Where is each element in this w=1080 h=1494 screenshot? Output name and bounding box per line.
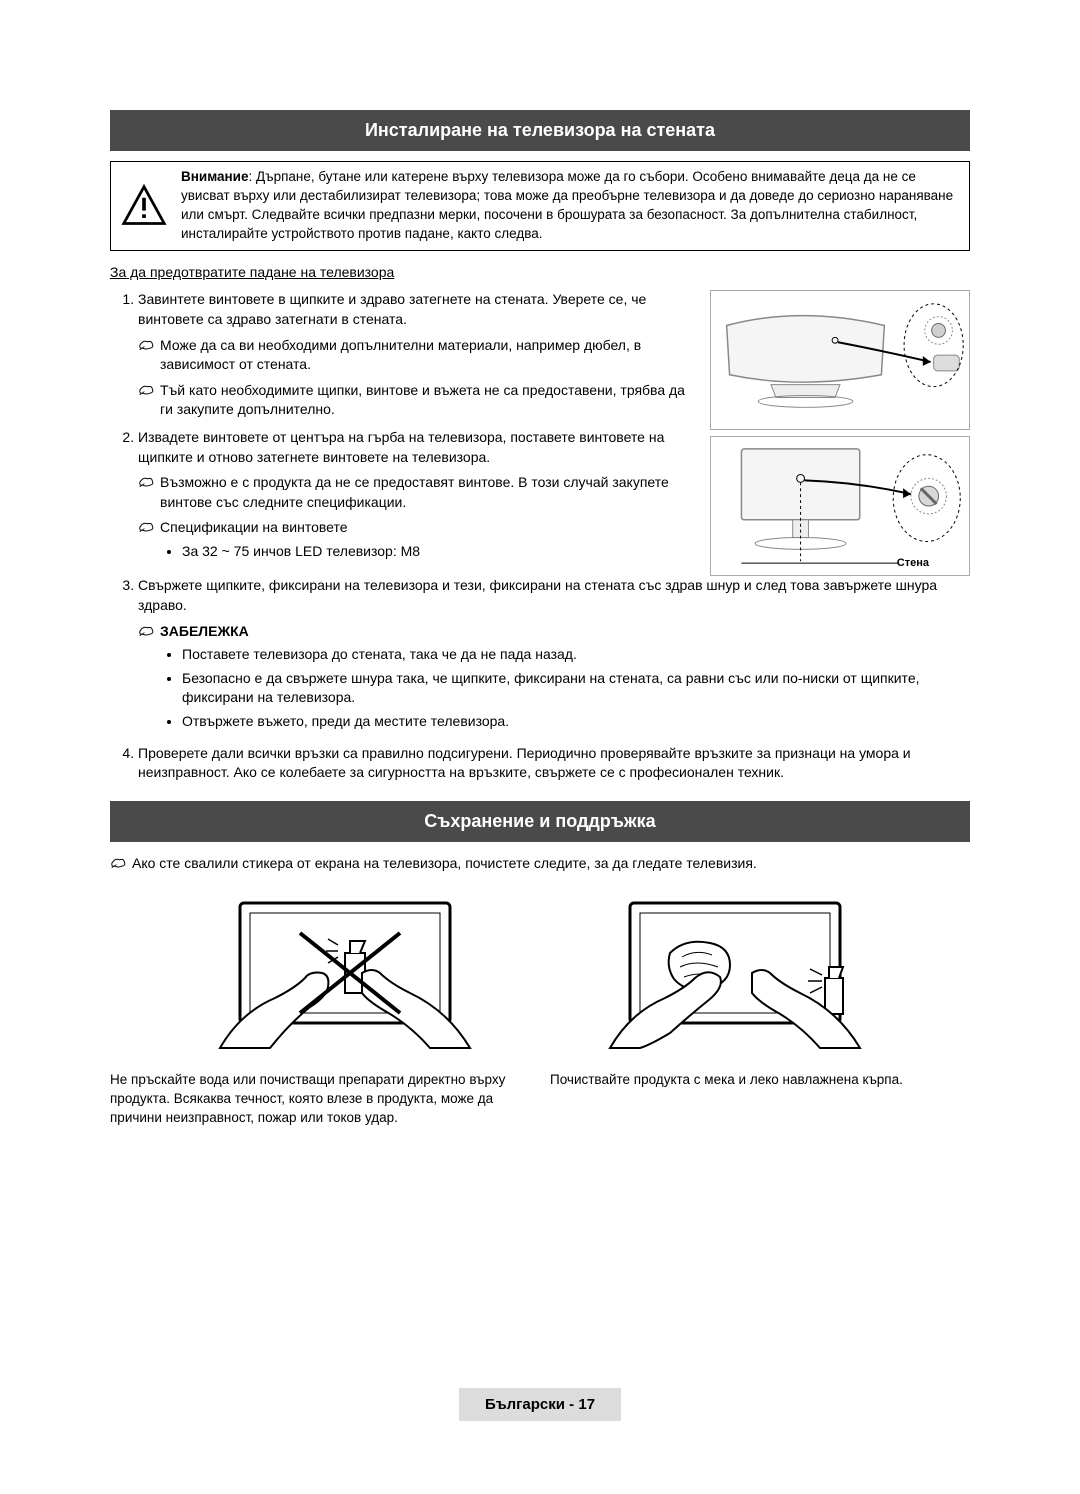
step-2-note-a-text: Възможно е с продукта да не се предостав… [160, 473, 692, 512]
captions-row: Не пръскайте вода или почистващи препара… [110, 1071, 970, 1128]
note-icon [138, 338, 154, 352]
wall-label: Стена [897, 556, 929, 571]
step-2-note-b-text: Спецификации на винтовете За 32 ~ 75 инч… [160, 518, 692, 565]
caution-body: : Дърпане, бутане или катерене върху тел… [181, 169, 953, 241]
step-2-note-b: Спецификации на винтовете За 32 ~ 75 инч… [138, 518, 692, 565]
step-2-bullet-1: За 32 ~ 75 инчов LED телевизор: M8 [182, 542, 692, 562]
note-icon [110, 856, 126, 870]
step-1-note-a-text: Може да са ви необходими допълнителни ма… [160, 336, 692, 375]
step-3-note-body: ЗАБЕЛЕЖКА Поставете телевизора до стенат… [160, 622, 970, 736]
note-icon [138, 520, 154, 534]
storage-intro: Ако сте свалили стикера от екрана на тел… [110, 854, 970, 874]
section-header-install: Инсталиране на телевизора на стената [110, 110, 970, 151]
prevent-heading: За да предотвратите падане на телевизора [110, 263, 970, 283]
step-3: Свържете щипките, фиксирани на телевизор… [138, 576, 970, 735]
caution-box: Внимание: Дърпане, бутане или катерене в… [110, 161, 970, 251]
warning-icon [121, 183, 167, 229]
storage-intro-text: Ако сте свалили стикера от екрана на тел… [132, 854, 757, 874]
step-3-b2: Безопасно е да свържете шнура така, че щ… [182, 669, 970, 708]
caution-text: Внимание: Дърпане, бутане или катерене в… [181, 168, 959, 244]
step-2-text: Извадете винтовете от центъра на гърба н… [138, 429, 664, 465]
step-3-text: Свържете щипките, фиксирани на телевизор… [138, 577, 937, 613]
footer-inner: Български - 17 [459, 1388, 621, 1421]
step-2: Извадете винтовете от центъра на гърба н… [138, 428, 692, 566]
diagram-top [710, 290, 970, 430]
step-1-note-b: Тъй като необходимите щипки, винтове и в… [138, 381, 692, 420]
caption-left: Не пръскайте вода или почистващи препара… [110, 1071, 530, 1128]
caution-label: Внимание [181, 169, 248, 184]
steps-list: Завинтете винтовете в щипките и здраво з… [110, 290, 692, 565]
cleaning-images [110, 893, 970, 1053]
step-1-text: Завинтете винтовете в щипките и здраво з… [138, 291, 646, 327]
step-1-note-a: Може да са ви необходими допълнителни ма… [138, 336, 692, 375]
step-3-note: ЗАБЕЛЕЖКА Поставете телевизора до стенат… [138, 622, 970, 736]
step-1-note-b-text: Тъй като необходимите щипки, винтове и в… [160, 381, 692, 420]
step-2-note-a: Възможно е с продукта да не се предостав… [138, 473, 692, 512]
steps-left: Завинтете винтовете в щипките и здраво з… [110, 290, 692, 573]
note-icon [138, 624, 154, 638]
steps-row: Завинтете винтовете в щипките и здраво з… [110, 290, 970, 576]
step-3-b1: Поставете телевизора до стената, така че… [182, 645, 970, 665]
step-1: Завинтете винтовете в щипките и здраво з… [138, 290, 692, 420]
step-4: Проверете дали всички връзки са правилно… [138, 744, 970, 783]
step-3-note-heading: ЗАБЕЛЕЖКА [160, 623, 249, 639]
cleaning-right [600, 893, 870, 1053]
step-2-bullets: За 32 ~ 75 инчов LED телевизор: M8 [160, 542, 692, 562]
footer-lang: Български [485, 1396, 565, 1413]
note-icon [138, 475, 154, 489]
footer-sep: - [565, 1396, 578, 1413]
step-4-text: Проверете дали всички връзки са правилно… [138, 745, 911, 781]
diagram-bottom: Стена [710, 436, 970, 576]
caption-right: Почиствайте продукта с мека и леко навла… [550, 1071, 970, 1128]
footer-page: 17 [578, 1396, 595, 1413]
step-3-b3: Отвържете въжето, преди да местите телев… [182, 712, 970, 732]
step-3-bullets: Поставете телевизора до стената, така че… [160, 645, 970, 731]
diagrams-col: Стена [710, 290, 970, 576]
page-footer: Български - 17 [110, 1388, 970, 1421]
note-icon [138, 383, 154, 397]
section-header-storage: Съхранение и поддръжка [110, 801, 970, 842]
cleaning-wrong [210, 893, 480, 1053]
steps-list-cont: Свържете щипките, фиксирани на телевизор… [110, 576, 970, 782]
